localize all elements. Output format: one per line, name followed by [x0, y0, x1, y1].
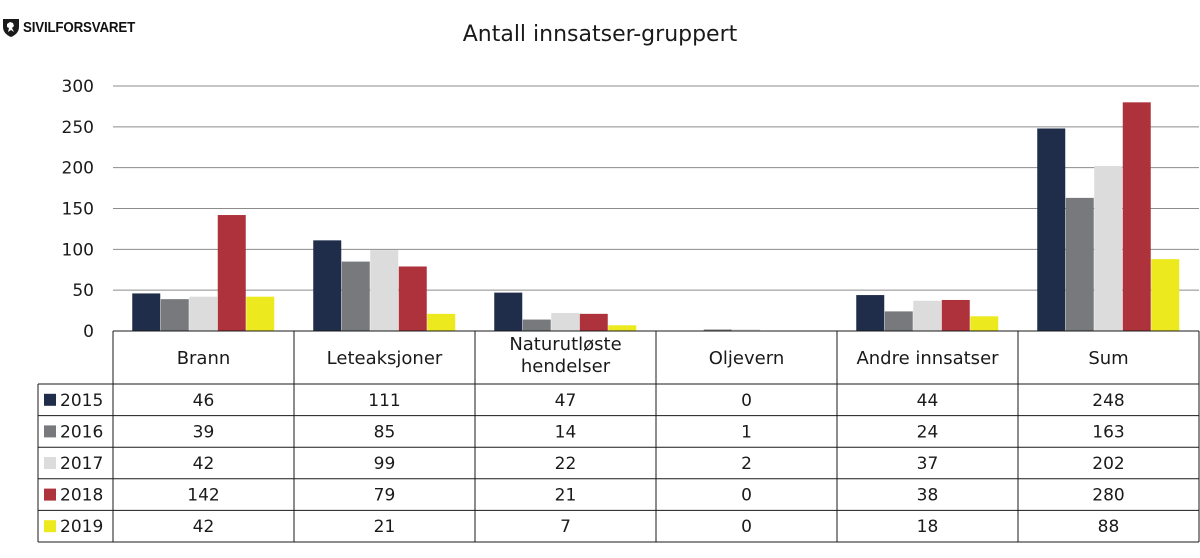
bar [427, 313, 456, 331]
data-label: 0 [741, 517, 752, 537]
y-tick-label: 300 [62, 77, 94, 97]
data-label: 21 [374, 517, 396, 537]
data-label: 24 [917, 422, 939, 442]
category-label: Oljevern [709, 348, 784, 369]
data-label: 79 [374, 486, 396, 506]
data-label: 46 [193, 391, 215, 411]
data-label: 22 [555, 454, 577, 474]
data-label: 14 [555, 422, 577, 442]
bar [941, 299, 970, 331]
legend-label: 2016 [60, 422, 103, 442]
data-label: 202 [1092, 454, 1124, 474]
bar [1094, 166, 1123, 331]
logo-text: SIVILFORSVARET [23, 20, 136, 36]
bar [160, 299, 189, 331]
category-label: Andre innsatser [856, 348, 999, 369]
bar [970, 316, 999, 331]
data-label: 42 [193, 454, 215, 474]
bar [1151, 259, 1180, 331]
bar [1122, 102, 1151, 331]
legend-label: 2018 [60, 486, 103, 506]
bar [132, 293, 161, 331]
logo: SIVILFORSVARET [2, 18, 145, 38]
data-label: 47 [555, 391, 577, 411]
category-label: Sum [1088, 348, 1128, 369]
bar [913, 300, 942, 331]
legend-key [44, 457, 56, 469]
bar [217, 215, 246, 331]
bar [856, 295, 885, 331]
data-label: 85 [374, 422, 396, 442]
shield-lion-icon [3, 19, 19, 37]
data-label: 88 [1098, 517, 1120, 537]
y-tick-label: 200 [62, 159, 94, 179]
legend-key [44, 488, 56, 501]
bar [551, 313, 580, 331]
data-label: 99 [374, 454, 396, 474]
category-label: Brann [177, 348, 231, 369]
y-tick-label: 50 [72, 281, 94, 301]
bar [1065, 197, 1094, 331]
data-label: 111 [368, 391, 400, 411]
bar [732, 329, 761, 331]
bar [522, 319, 551, 331]
y-tick-label: 150 [62, 200, 94, 220]
bar [341, 261, 370, 331]
data-label: 1 [741, 422, 752, 442]
y-tick-label: 100 [62, 240, 94, 260]
data-label: 37 [917, 454, 939, 474]
bar [884, 311, 913, 331]
legend-key [44, 393, 56, 406]
data-label: 2 [741, 454, 752, 474]
legend-label: 2017 [60, 454, 103, 474]
data-label: 0 [741, 486, 752, 506]
bar [313, 240, 342, 331]
bar [494, 292, 523, 331]
category-label: Leteaksjoner [327, 348, 443, 369]
data-label: 38 [917, 486, 939, 506]
data-label: 0 [741, 391, 752, 411]
bar [608, 325, 637, 331]
data-label: 280 [1092, 486, 1124, 506]
data-label: 163 [1092, 422, 1124, 442]
bar [189, 296, 218, 331]
category-label: Naturutløste hendelser [509, 334, 621, 377]
data-label: 248 [1092, 391, 1124, 411]
legend-label: 2019 [60, 517, 103, 537]
data-label: 39 [193, 422, 215, 442]
data-label: 21 [555, 486, 577, 506]
data-label: 7 [560, 517, 571, 537]
data-label: 142 [187, 486, 219, 506]
legend-key [44, 425, 56, 438]
y-tick-label: 250 [62, 118, 94, 138]
chart-title: Antall innsatser-gruppert [462, 22, 738, 47]
legend-key [44, 520, 56, 533]
legend-label: 2015 [60, 391, 103, 411]
bar [246, 296, 275, 331]
data-label: 42 [193, 517, 215, 537]
bar [398, 266, 427, 331]
bar [703, 329, 732, 331]
y-tick-label: 0 [83, 322, 94, 342]
bar [579, 313, 608, 331]
data-label: 44 [917, 391, 939, 411]
data-label: 18 [917, 517, 939, 537]
bar [1037, 128, 1066, 331]
bar [370, 250, 399, 331]
